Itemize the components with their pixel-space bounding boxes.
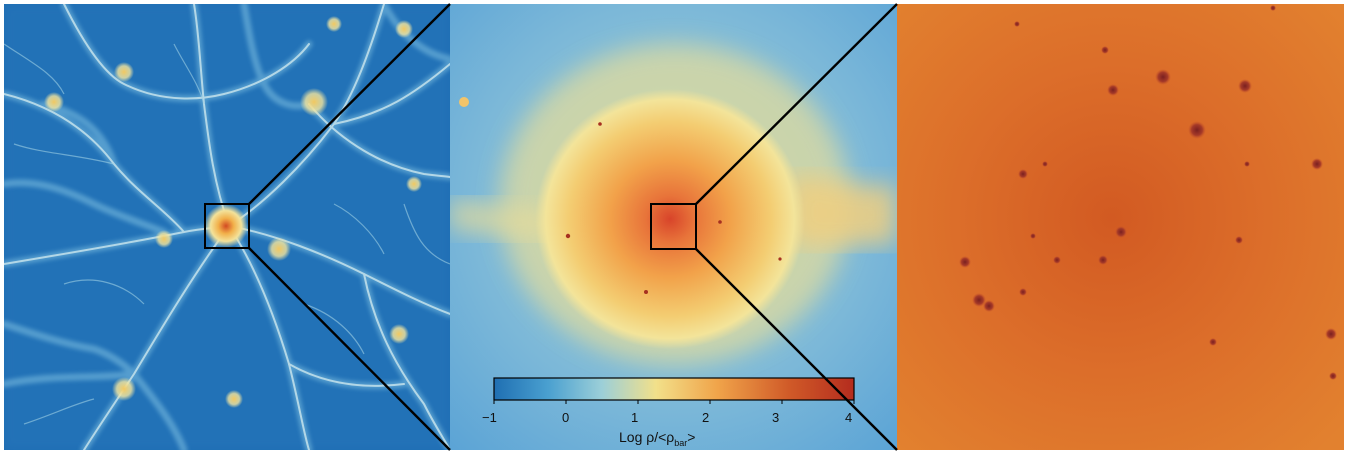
colorbar-tick-label: 3 — [772, 410, 780, 425]
subhalos — [959, 5, 1337, 380]
colorbar-title-sub: bar — [674, 437, 688, 448]
colorbar-title: Log ρ/<ρbar> — [619, 429, 695, 448]
colorbar — [493, 377, 855, 401]
colorbar-tick-label: 4 — [845, 410, 853, 425]
colorbar-tick-label: 2 — [702, 410, 710, 425]
core-panel — [897, 4, 1344, 450]
core-image — [897, 4, 1344, 450]
colorbar-tick-label: 1 — [631, 410, 639, 425]
halo-panel — [450, 4, 897, 450]
halo-image — [450, 4, 897, 450]
colorbar-tick-label: 0 — [562, 410, 570, 425]
zoom-box-middle — [650, 203, 697, 250]
colorbar-tick-label: −1 — [482, 410, 497, 425]
colorbar-title-end: > — [687, 429, 696, 445]
colorbar-title-main: Log ρ/<ρ — [619, 429, 675, 445]
cosmic-web-image — [4, 4, 450, 450]
cosmic-web-panel — [4, 4, 450, 450]
